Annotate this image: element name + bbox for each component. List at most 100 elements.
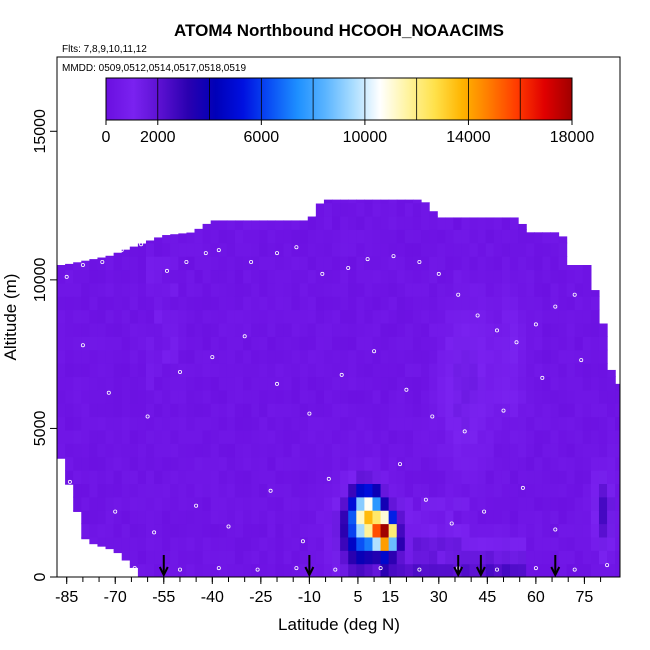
heatmap-cell [550,429,560,444]
heatmap-cell [437,349,446,364]
heatmap-cell [404,202,414,217]
heatmap-cell [518,269,527,284]
heatmap-cell [461,336,471,351]
heatmap-cell [461,282,471,297]
heatmap-cell [105,296,115,311]
heatmap-cell [615,470,620,484]
heatmap-cell [113,322,123,337]
heatmap-cell [412,456,422,471]
flight-track-layer [64,242,610,572]
heatmap-cell [493,389,503,404]
heatmap-cell [493,242,503,257]
heatmap-cell [243,510,252,525]
heatmap-cell [598,416,608,431]
heatmap-cell [477,282,487,297]
heatmap-cell [542,550,552,565]
heatmap-cell [421,349,430,364]
heatmap-cell [57,322,66,337]
heatmap-cell [210,349,220,364]
heatmap-cell [283,336,293,351]
heatmap-cell [429,256,438,271]
heatmap-cell [558,236,568,244]
heatmap-cell [251,322,260,337]
heatmap-cell [307,456,317,471]
heatmap-cell [275,242,285,257]
heatmap-cell [251,376,260,391]
heatmap-cell [97,510,107,525]
heatmap-cell [210,429,220,444]
heatmap-cell [421,336,430,351]
heatmap-cell [534,429,543,444]
heatmap-cell [315,229,325,244]
heatmap-cell [509,483,519,498]
heatmap-cell [348,483,357,498]
heatmap-cell [453,403,463,418]
heatmap-cell [218,416,228,431]
heatmap-cell [509,510,519,525]
x-tick-label: 5 [353,589,362,606]
heatmap-cell [307,309,317,324]
heatmap-cell [469,309,479,324]
heatmap-cell [445,269,454,284]
heatmap-cell [582,403,592,418]
heatmap-cell [332,550,341,565]
flight-track-point [417,259,422,264]
heatmap-cell [105,269,115,284]
heatmap-cell [380,389,390,404]
heatmap-cell [348,199,357,204]
heatmap-cell [607,416,616,431]
heatmap-cell [315,242,325,257]
heatmap-cell [218,456,228,471]
heatmap-cell [299,282,309,297]
heatmap-cell [356,229,365,244]
heatmap-cell [307,349,317,364]
heatmap-cell [323,215,333,230]
heatmap-cell [291,242,301,257]
heatmap-cell [437,269,446,284]
heatmap-cell [323,282,333,297]
heatmap-cell [526,510,535,525]
heatmap-cell [243,336,252,351]
heatmap-cell [607,510,616,525]
heatmap-cell [469,536,479,551]
heatmap-cell [429,550,438,565]
heatmap-cell [315,215,325,230]
heatmap-cell [129,550,139,565]
heatmap-cell [81,416,90,431]
heatmap-cell [291,523,301,538]
heatmap-cell [307,496,317,511]
heatmap-cell [372,456,382,471]
heatmap-cell [186,376,196,391]
colorbar-ticks: 0 2000 6000 10000 14000 18000 [102,78,594,146]
heatmap-cell [453,322,463,337]
heatmap-cell [315,376,325,391]
heatmap-cell [437,376,446,391]
heatmap-cell [590,443,600,458]
heatmap-cell [461,363,471,378]
heatmap-cell [388,483,398,498]
flight-track-point [482,509,487,514]
heatmap-cell [493,536,503,551]
x-tick-label: -10 [298,589,321,606]
heatmap-cell [574,322,584,337]
heatmap-cell [121,429,131,444]
heatmap-cell [243,550,252,565]
heatmap-cell [445,563,454,577]
heatmap-cell [380,429,390,444]
heatmap-cell [437,389,446,404]
heatmap-cell [154,256,163,271]
heatmap-cell [364,510,374,525]
heatmap-cell [81,443,90,458]
heatmap-cell [396,322,406,337]
heatmap-cell [210,510,220,525]
x-tick-label: 60 [527,589,545,606]
heatmap-cell [485,563,495,577]
heatmap-cell [57,296,66,311]
heatmap-cell [534,232,543,244]
heatmap-cell [421,403,430,418]
heatmap-cell [315,363,325,378]
heatmap-cell [251,536,260,551]
flight-track-point [378,566,383,571]
heatmap-cell [194,563,204,577]
heatmap-cell [404,429,414,444]
